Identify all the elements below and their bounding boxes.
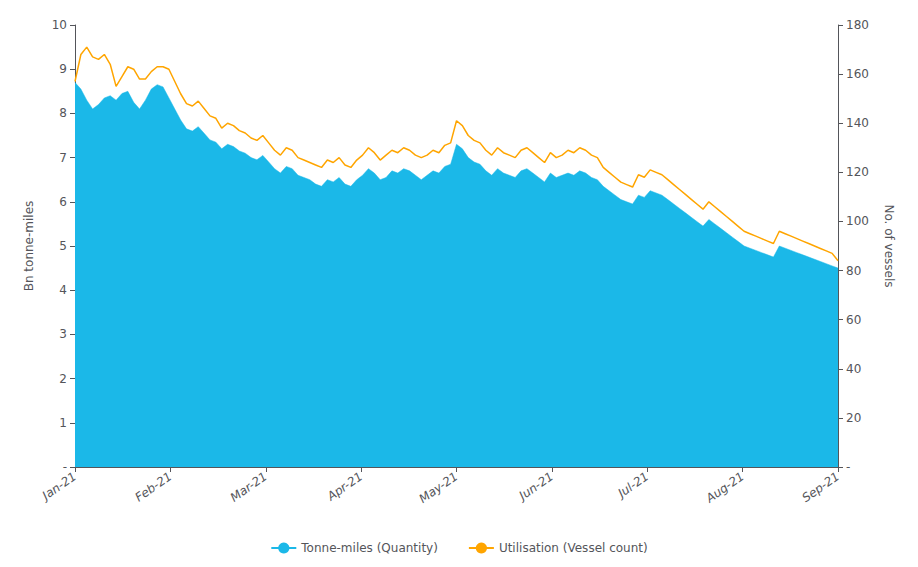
svg-text:9: 9 bbox=[59, 62, 67, 76]
svg-text:1: 1 bbox=[59, 416, 67, 430]
svg-text:Utilisation (Vessel count): Utilisation (Vessel count) bbox=[499, 541, 648, 555]
svg-text:4: 4 bbox=[59, 283, 67, 297]
svg-text:Apr-21: Apr-21 bbox=[324, 469, 365, 504]
svg-text:Feb-21: Feb-21 bbox=[132, 469, 174, 504]
svg-text:Aug-21: Aug-21 bbox=[703, 469, 747, 506]
svg-text:Jul-21: Jul-21 bbox=[614, 469, 652, 501]
svg-text:May-21: May-21 bbox=[416, 469, 460, 506]
svg-text:140: 140 bbox=[846, 116, 869, 130]
svg-text:8: 8 bbox=[59, 106, 67, 120]
svg-text:100: 100 bbox=[846, 214, 869, 228]
svg-text:Tonne-miles (Quantity): Tonne-miles (Quantity) bbox=[300, 541, 438, 555]
svg-text:Bn tonne-miles: Bn tonne-miles bbox=[22, 201, 36, 292]
svg-text:20: 20 bbox=[846, 411, 861, 425]
svg-text:180: 180 bbox=[846, 18, 869, 32]
svg-text:3: 3 bbox=[59, 327, 67, 341]
svg-text:60: 60 bbox=[846, 313, 861, 327]
svg-text:120: 120 bbox=[846, 165, 869, 179]
svg-text:Sep-21: Sep-21 bbox=[799, 469, 842, 505]
svg-text:7: 7 bbox=[59, 151, 67, 165]
svg-text:40: 40 bbox=[846, 362, 861, 376]
svg-text:Mar-21: Mar-21 bbox=[228, 469, 270, 504]
svg-text:Jan-21: Jan-21 bbox=[38, 469, 79, 503]
svg-text:10: 10 bbox=[52, 18, 67, 32]
svg-text:Jun-21: Jun-21 bbox=[515, 469, 556, 504]
svg-text:80: 80 bbox=[846, 264, 861, 278]
svg-text:-: - bbox=[846, 460, 850, 474]
svg-text:160: 160 bbox=[846, 67, 869, 81]
svg-text:2: 2 bbox=[59, 372, 67, 386]
svg-text:6: 6 bbox=[59, 195, 67, 209]
svg-text:No. of vessels: No. of vessels bbox=[882, 204, 896, 287]
svg-text:5: 5 bbox=[59, 239, 67, 253]
